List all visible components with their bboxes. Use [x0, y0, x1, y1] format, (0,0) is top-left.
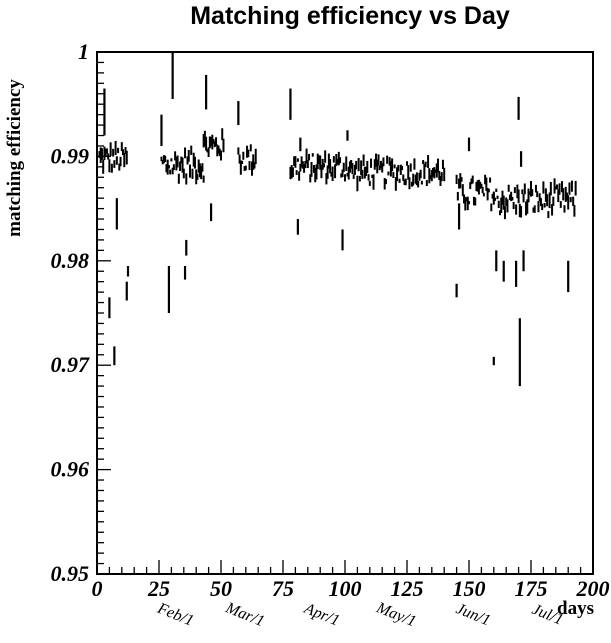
x-tick-label: 200	[576, 576, 610, 601]
y-tick-label: 0.97	[51, 352, 91, 377]
month-label: Apr/1	[301, 600, 342, 630]
axis-ticks	[96, 51, 594, 575]
y-tick-label: 0.99	[51, 143, 90, 168]
y-axis-label: matching efficiency	[4, 79, 25, 237]
x-axis-label: days	[557, 598, 594, 619]
x-tick-label: 0	[92, 576, 103, 601]
x-tick-label: 50	[210, 576, 232, 601]
x-tick-label: 150	[453, 576, 486, 601]
y-tick-label: 0.95	[51, 561, 90, 586]
data-marks	[98, 52, 577, 387]
x-tick-label: 75	[272, 576, 294, 601]
month-label: May/1	[373, 599, 418, 630]
x-tick-label: 100	[329, 576, 362, 601]
y-tick-label: 1	[78, 39, 89, 64]
x-tick-label: 25	[147, 576, 170, 601]
month-label: Feb/1	[154, 600, 196, 630]
y-tick-label: 0.98	[51, 248, 90, 273]
x-tick-label: 125	[391, 576, 424, 601]
axis-tick-labels: 0.95 0.96 0.97 0.98 0.99 1 0 25 50 75 100 125 150 175…	[51, 39, 610, 601]
y-tick-label: 0.96	[51, 457, 90, 482]
plot-frame	[96, 51, 594, 575]
chart-title: Matching efficiency vs Day	[190, 2, 510, 30]
month-label: Jun/1	[454, 600, 493, 629]
month-label: Mar/1	[222, 599, 266, 630]
x-tick-label: 175	[515, 576, 548, 601]
month-labels: Feb/1 Mar/1 Apr/1 May/1 Jun/1 Jul/1	[154, 599, 565, 630]
